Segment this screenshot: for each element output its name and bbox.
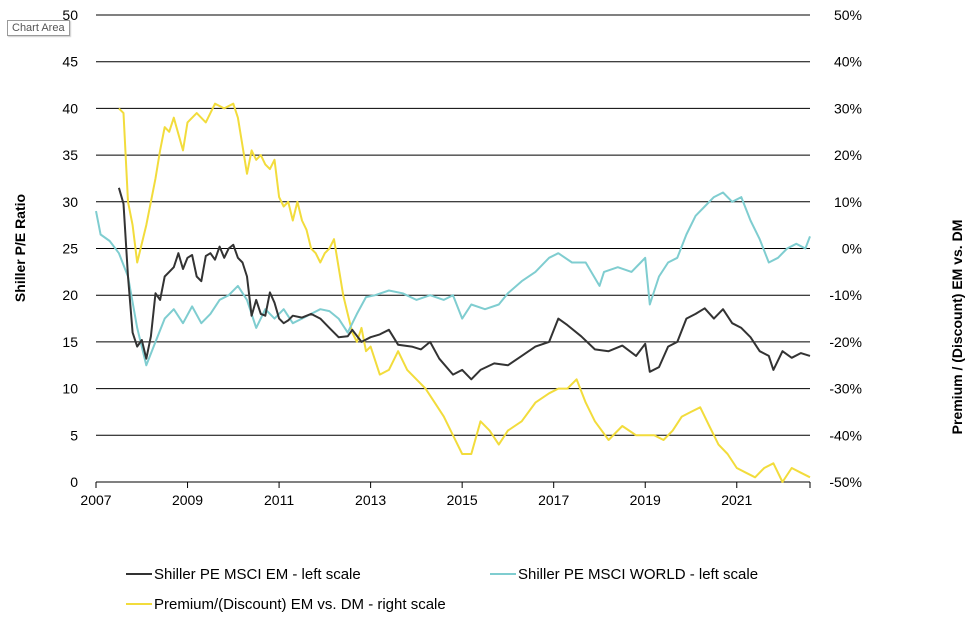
x-tick-label: 2019 [630,492,661,508]
x-tick-label: 2015 [447,492,478,508]
left-tick-label: 20 [62,287,78,303]
x-axis-ticks: 2007 2009 2011 2013 2015 2017 2019 2021 [80,482,811,508]
left-tick-label: 50 [62,7,78,23]
left-tick-label: 25 [62,241,78,257]
right-tick-label: -50% [829,474,862,490]
left-tick-label: 40 [62,100,78,116]
x-tick-label: 2007 [80,492,111,508]
x-tick-label: 2011 [264,492,294,508]
left-tick-label: 5 [70,427,78,443]
left-axis-ticks: 0 5 10 15 20 25 30 35 40 45 50 [62,7,78,490]
x-tick-label: 2017 [538,492,569,508]
right-tick-label: 50% [834,7,862,23]
series-line [117,187,811,381]
left-tick-label: 30 [62,194,78,210]
right-tick-label: 20% [834,147,862,163]
right-axis-title: Premium / (Discount) EM vs. DM [949,220,965,435]
right-tick-label: 0% [842,241,862,257]
right-axis-ticks: -50% -40% -30% -20% -10% 0% 10% 20% 30% 40% 50% [829,7,862,490]
left-tick-label: 15 [62,334,78,350]
right-tick-label: -30% [829,381,862,397]
right-tick-label: -40% [829,427,862,443]
left-axis-title: Shiller P/E Ratio [12,194,28,302]
right-tick-label: 40% [834,54,862,70]
left-tick-label: 45 [62,54,78,70]
chart-area-tooltip: Chart Area [7,20,70,36]
legend: Shiller PE MSCI EM - left scale Shiller P… [126,566,758,613]
legend-label: Shiller PE MSCI WORLD - left scale [518,566,758,583]
right-tick-label: -10% [829,287,862,303]
right-tick-label: 30% [834,100,862,116]
right-tick-label: 10% [834,194,862,210]
left-tick-label: 10 [62,381,78,397]
x-tick-label: 2009 [172,492,203,508]
right-tick-label: -20% [829,334,862,350]
series-line [95,191,811,367]
series-lines [95,102,811,483]
legend-label: Shiller PE MSCI EM - left scale [154,566,361,583]
x-tick-label: 2021 [721,492,752,508]
series-line [118,102,811,483]
x-tick-label: 2013 [355,492,386,508]
legend-label: Premium/(Discount) EM vs. DM - right sca… [154,596,446,613]
left-tick-label: 0 [70,474,78,490]
left-tick-label: 35 [62,147,78,163]
